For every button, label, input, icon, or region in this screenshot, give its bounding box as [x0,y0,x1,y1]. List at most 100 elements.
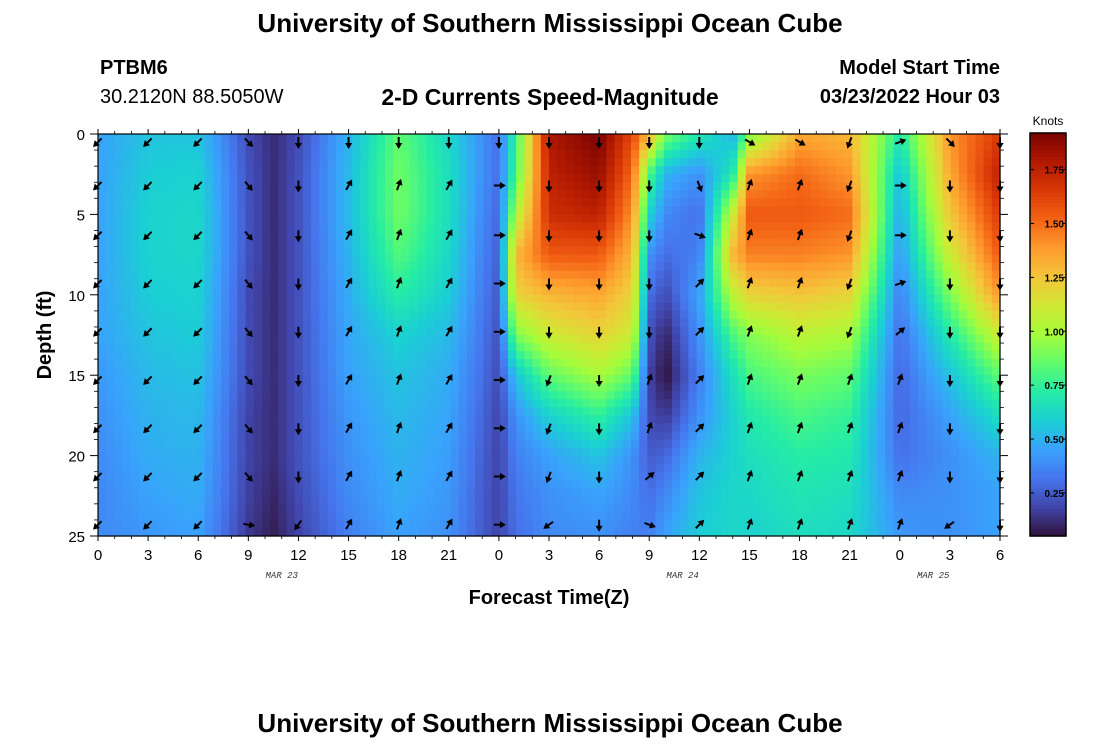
heatmap-cell [212,439,222,449]
heatmap-cell [729,134,739,143]
heatmap-cell [573,503,583,513]
heatmap-cell [745,206,755,215]
heatmap-cell [401,399,411,408]
heatmap-cell [770,439,780,449]
heatmap-cell [754,254,763,264]
heatmap-cell [557,326,566,336]
heatmap-cell [565,190,575,199]
heatmap-cell [565,503,575,513]
heatmap-cell [385,415,394,425]
heatmap-cell [737,471,747,481]
heatmap-cell [98,246,107,256]
heatmap-cell [516,262,525,272]
heatmap-cell [294,270,304,280]
heatmap-cell [163,479,173,489]
heatmap-cell [770,198,780,207]
heatmap-cell [237,230,247,240]
heatmap-cell [475,230,484,240]
heatmap-cell [311,375,320,384]
heatmap-cell [827,511,837,521]
heatmap-cell [672,335,681,344]
heatmap-cell [524,270,534,280]
heatmap-cell [540,302,550,312]
heatmap-cell [819,335,829,344]
heatmap-cell [557,294,566,304]
heatmap-cell [639,455,648,465]
heatmap-cell [508,158,517,167]
heatmap-cell [253,326,263,336]
heatmap-cell [672,310,681,320]
heatmap-cell [909,302,919,312]
heatmap-cell [204,318,214,328]
heatmap-cell [360,302,370,312]
heatmap-cell [647,383,657,392]
heatmap-cell [565,415,575,425]
heatmap-cell [417,174,427,183]
heatmap-cell [245,278,255,288]
heatmap-cell [549,158,558,167]
heatmap-cell [171,270,181,280]
heatmap-cell [401,254,411,264]
heatmap-cell [360,487,370,497]
heatmap-cell [836,190,845,199]
heatmap-cell [737,326,747,336]
heatmap-cell [688,134,698,143]
heatmap-cell [311,238,320,248]
heatmap-cell [737,246,747,256]
heatmap-cell [491,222,501,232]
heatmap-cell [606,455,616,465]
heatmap-cell [434,166,443,175]
heatmap-cell [130,383,140,392]
heatmap-cell [803,495,812,505]
heatmap-cell [114,415,124,425]
heatmap-cell [860,182,870,191]
heatmap-cell [836,335,845,344]
heatmap-cell [786,214,796,224]
heatmap-cell [524,359,534,368]
heatmap-cell [442,503,452,513]
heatmap-cell [696,294,706,304]
heatmap-cell [467,503,476,513]
heatmap-cell [434,431,443,441]
heatmap-cell [171,511,181,521]
heatmap-cell [762,359,771,368]
heatmap-cell [860,230,870,240]
heatmap-cell [106,174,115,183]
heatmap-cell [737,318,747,328]
heatmap-cell [557,519,566,529]
heatmap-cell [221,270,230,280]
heatmap-cell [483,142,493,151]
heatmap-cell [540,198,550,207]
heatmap-cell [811,343,821,352]
heatmap-cell [122,351,132,360]
heatmap-cell [614,391,624,400]
heatmap-cell [458,230,468,240]
heatmap-cell [729,423,739,433]
heatmap-cell [114,310,124,320]
heatmap-cell [499,222,509,232]
heatmap-cell [385,222,394,232]
heatmap-cell [180,375,189,384]
heatmap-cell [409,527,419,537]
heatmap-cell [754,246,763,256]
heatmap-cell [672,278,681,288]
heatmap-cell [278,214,288,224]
heatmap-cell [877,326,886,336]
heatmap-cell [450,351,460,360]
heatmap-cell [163,447,173,457]
heatmap-cell [540,399,550,408]
heatmap-cell [852,391,862,400]
heatmap-cell [327,415,337,425]
heatmap-cell [114,359,124,368]
heatmap-cell [516,439,525,449]
heatmap-cell [844,214,853,224]
heatmap-cell [508,431,517,441]
heatmap-cell [303,367,312,376]
heatmap-cell [106,134,115,143]
heatmap-cell [270,519,279,529]
heatmap-cell [622,415,632,425]
heatmap-cell [811,511,821,521]
heatmap-cell [737,150,747,159]
heatmap-cell [737,286,747,296]
heatmap-cell [557,423,566,433]
